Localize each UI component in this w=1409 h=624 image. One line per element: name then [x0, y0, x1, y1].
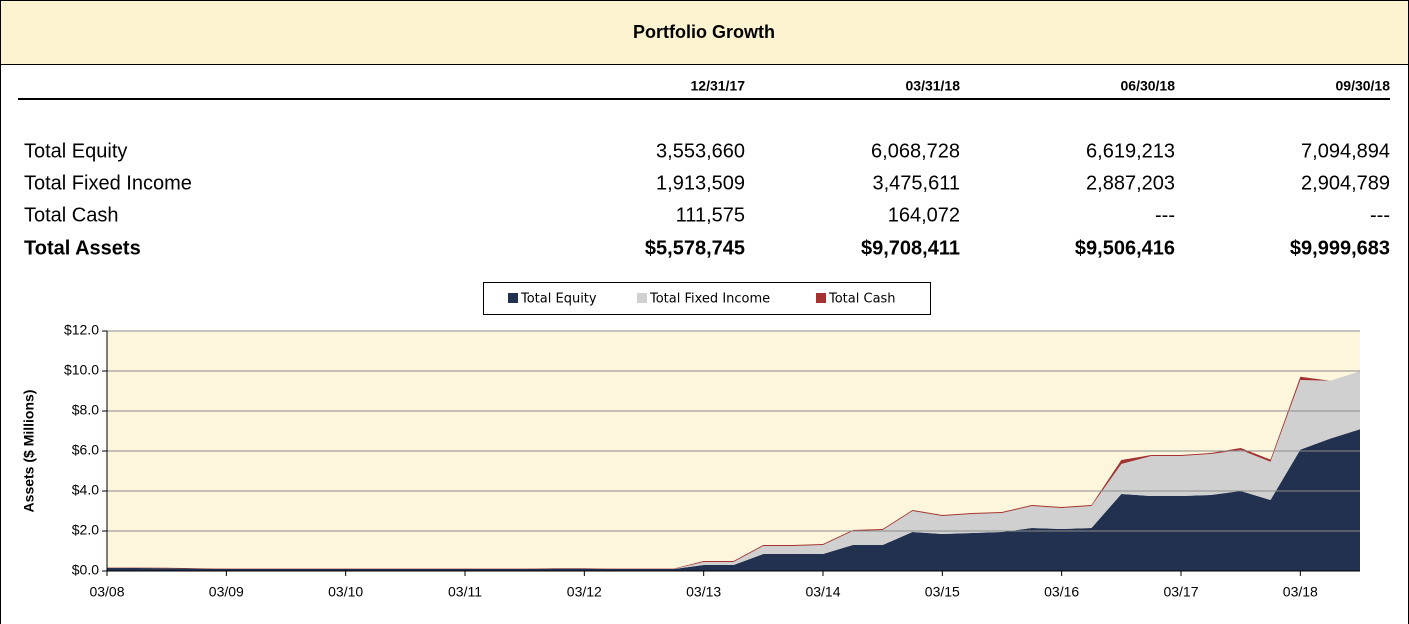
- cell: $9,999,683: [1290, 237, 1390, 259]
- x-tick-label: 03/08: [89, 584, 124, 600]
- cell: ---: [1155, 204, 1175, 226]
- legend-swatch: [508, 293, 518, 303]
- legend-swatch: [637, 293, 647, 303]
- y-tick-label: $2.0: [72, 522, 99, 538]
- y-tick-label: $12.0: [64, 322, 99, 338]
- y-tick-label: $10.0: [64, 362, 99, 378]
- cell: $5,578,745: [645, 237, 745, 259]
- x-tick-label: 03/13: [686, 584, 721, 600]
- legend-label: Total Fixed Income: [649, 292, 770, 307]
- title: Portfolio Growth: [633, 22, 775, 42]
- column-header: 09/30/18: [1336, 78, 1391, 94]
- cell: 1,913,509: [656, 172, 745, 194]
- area: [107, 371, 1360, 569]
- y-tick-label: $4.0: [72, 482, 99, 498]
- row-label: Total Cash: [24, 204, 119, 226]
- legend-label: Total Equity: [520, 292, 597, 307]
- cell: 7,094,894: [1301, 140, 1390, 162]
- x-tick-label: 03/16: [1044, 584, 1079, 600]
- cell: ---: [1370, 204, 1390, 226]
- x-tick-label: 03/18: [1283, 584, 1318, 600]
- column-header: 12/31/17: [691, 78, 746, 94]
- x-tick-label: 03/15: [925, 584, 960, 600]
- y-tick-label: $0.0: [72, 562, 99, 578]
- legend: [483, 282, 931, 315]
- title-bar: [0, 0, 1409, 65]
- cell: 6,068,728: [871, 140, 960, 162]
- cell: 2,887,203: [1086, 172, 1175, 194]
- row-label: Total Fixed Income: [24, 172, 192, 194]
- x-tick-label: 03/10: [328, 584, 363, 600]
- cell: 111,575: [676, 204, 745, 226]
- y-axis-title: Assets ($ Millions): [21, 390, 37, 513]
- cell: 6,619,213: [1086, 140, 1175, 162]
- x-tick-label: 03/14: [805, 584, 840, 600]
- cell: 3,475,611: [873, 172, 961, 194]
- row-label: Total Assets: [24, 237, 141, 259]
- cell: 164,072: [888, 204, 960, 226]
- area: [107, 429, 1360, 571]
- y-tick-label: $8.0: [72, 402, 99, 418]
- cell: $9,708,411: [861, 237, 960, 259]
- column-header: 03/31/18: [906, 78, 961, 94]
- legend-swatch: [816, 293, 826, 303]
- y-tick-label: $6.0: [72, 442, 99, 458]
- x-tick-label: 03/09: [209, 584, 244, 600]
- column-header: 06/30/18: [1121, 78, 1176, 94]
- cell: 3,553,660: [656, 140, 745, 162]
- x-tick-label: 03/11: [448, 584, 482, 600]
- x-tick-label: 03/17: [1163, 584, 1198, 600]
- x-tick-label: 03/12: [567, 584, 602, 600]
- row-label: Total Equity: [24, 140, 127, 162]
- cell: $9,506,416: [1075, 237, 1175, 259]
- cell: 2,904,789: [1301, 172, 1390, 194]
- legend-label: Total Cash: [828, 292, 896, 307]
